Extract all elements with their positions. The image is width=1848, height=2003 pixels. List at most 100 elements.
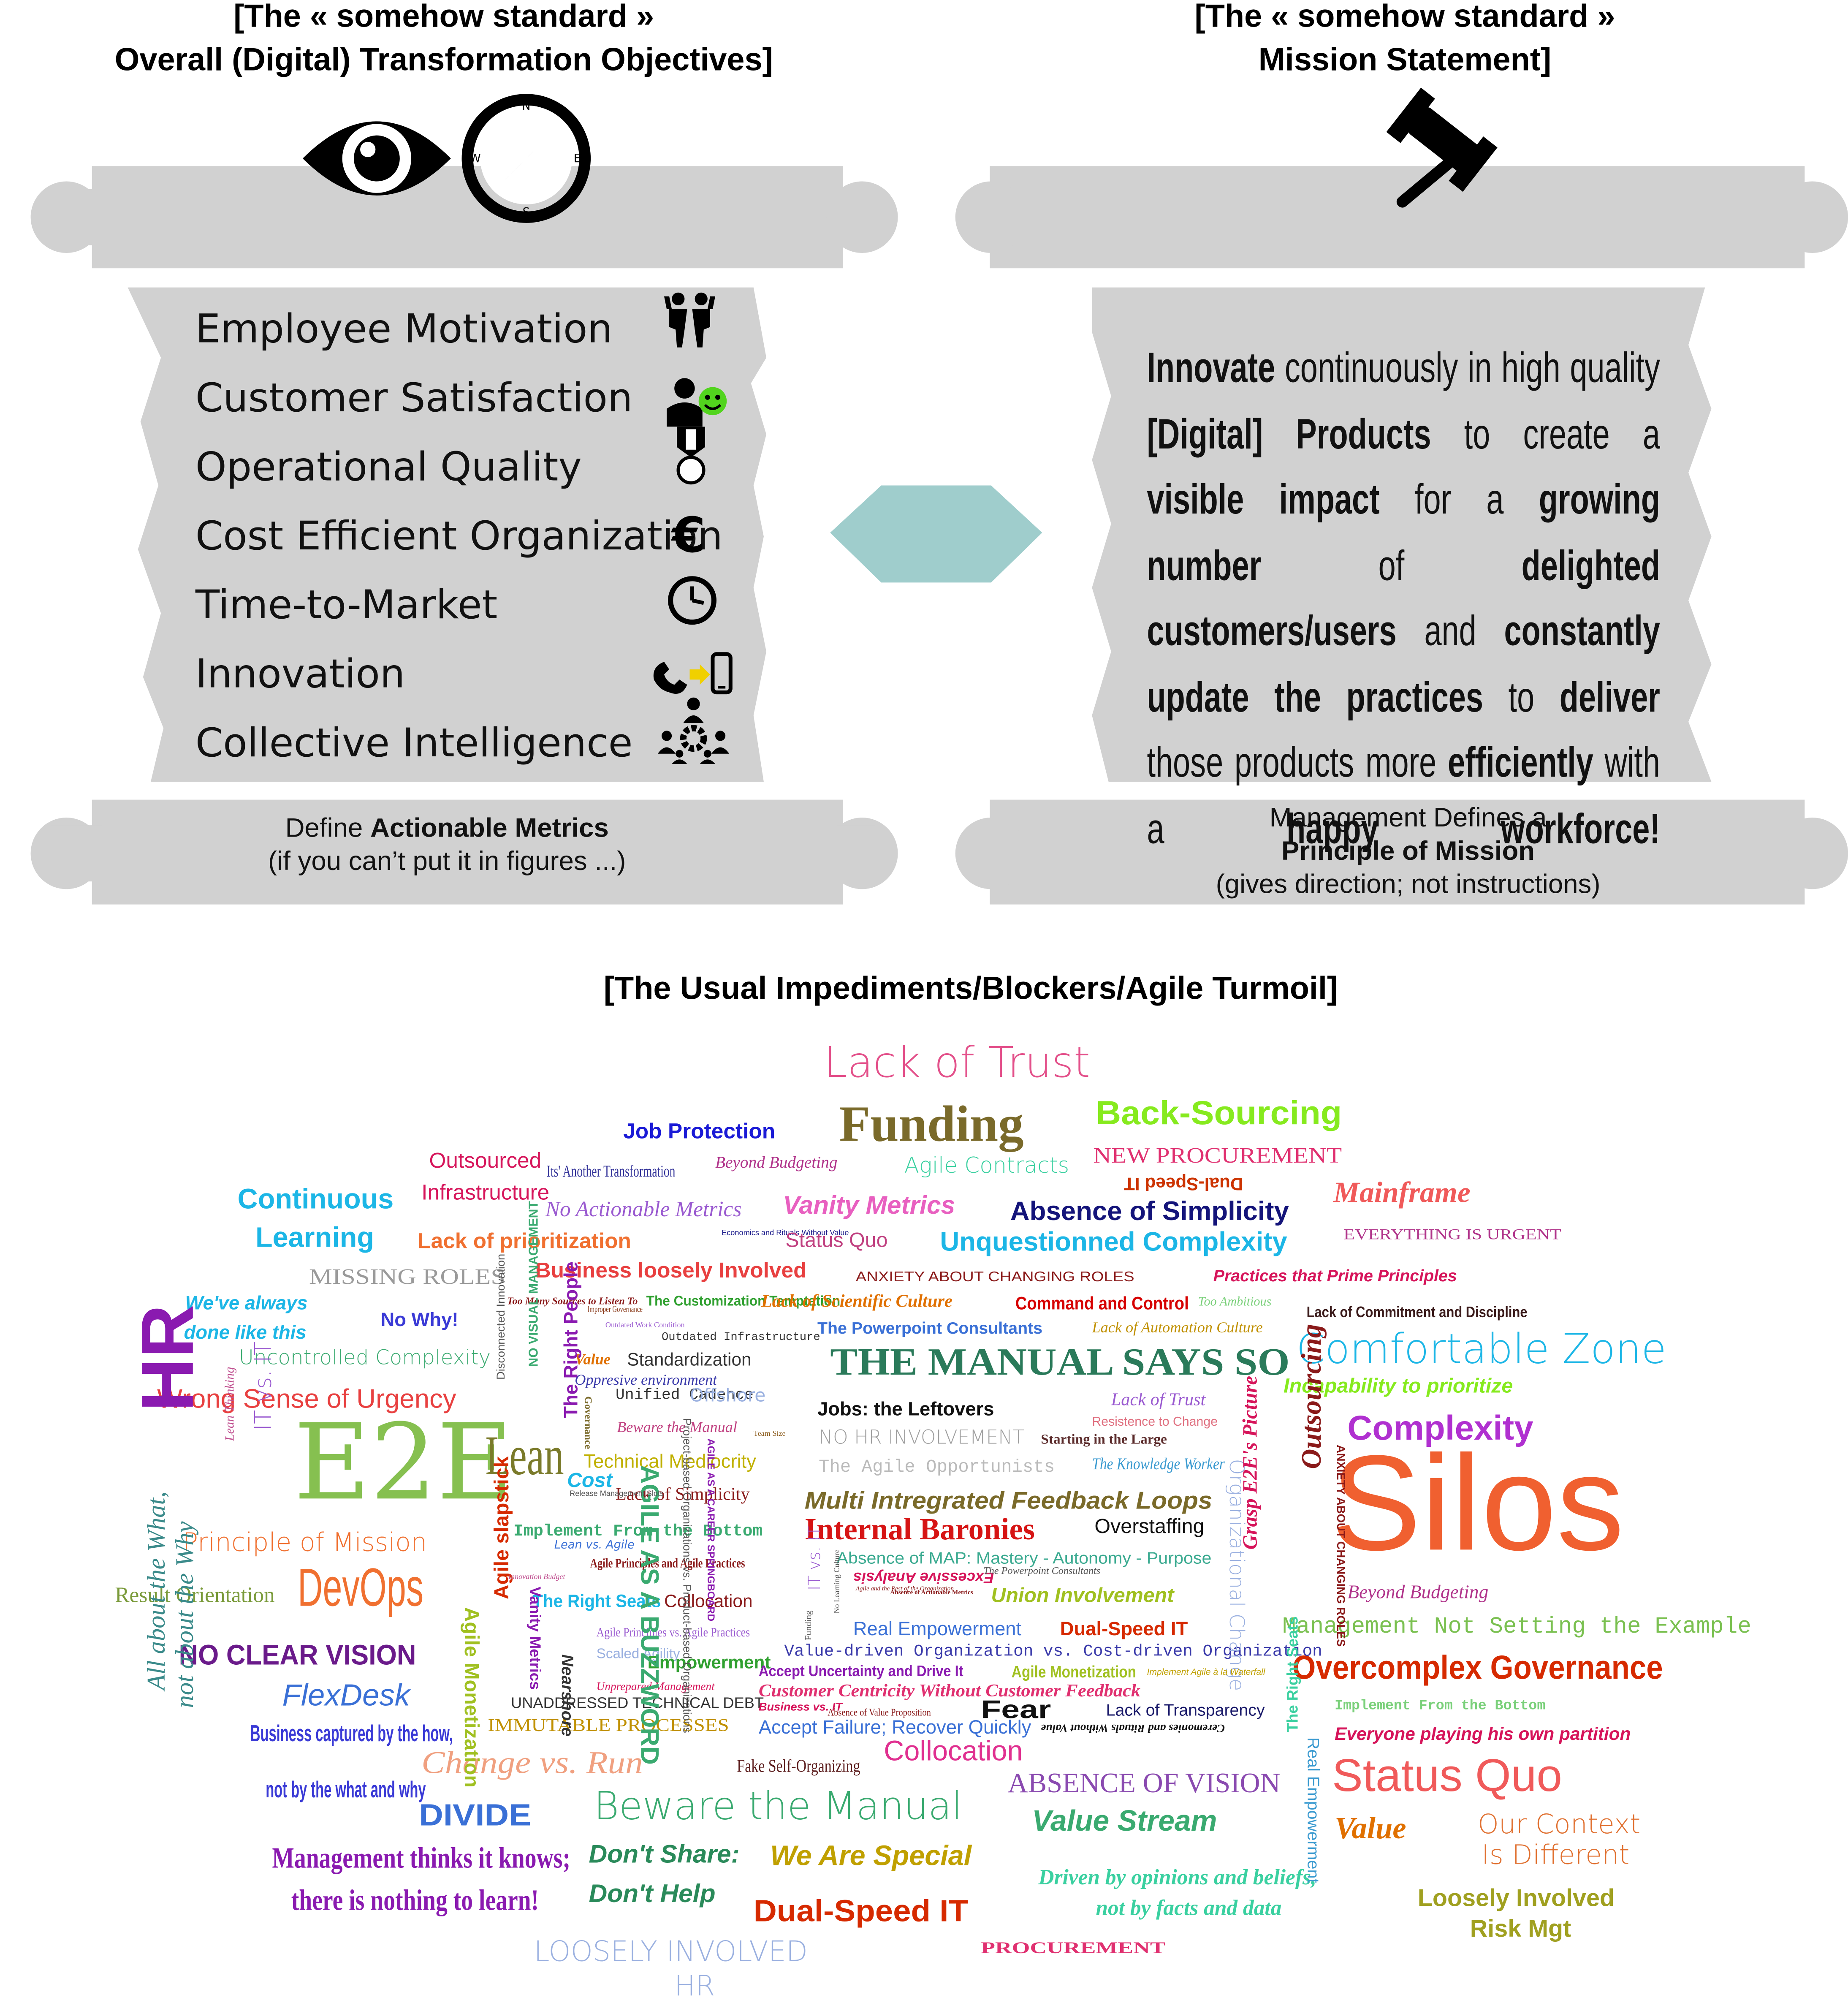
impediment-word: Practices that Prime Principles (1213, 1266, 1457, 1286)
impediment-word: No Why! (380, 1309, 459, 1332)
right-bottom-roller (955, 799, 1848, 905)
impediment-word: All about the What, (143, 1491, 171, 1690)
left-footer-bold: Actionable Metrics (370, 813, 609, 843)
impediment-word: Release Management Slots (570, 1491, 664, 1499)
objective-label: Operational Quality (195, 444, 582, 491)
impediment-word: No Actionable Metrics (545, 1197, 742, 1221)
impediment-word: Fake Self-Organizing (737, 1758, 860, 1777)
impediment-word: Accept Failure; Recover Quickly (758, 1717, 1031, 1739)
impediment-word: Disconnected Innovation (494, 1253, 507, 1380)
impediment-word: Technical Mediocrity (583, 1451, 756, 1473)
impediment-word: Value-driven Organization vs. Cost-drive… (784, 1642, 1322, 1661)
mission-fragment: for a (1379, 475, 1539, 523)
impediment-word: Lack of Scientific Culture (761, 1293, 952, 1312)
impediment-word: We've always (185, 1293, 308, 1315)
impediment-word: Uncontrolled Complexity (239, 1345, 491, 1370)
impediment-word: Funding (839, 1095, 1024, 1152)
impediment-word: Collocation (664, 1590, 753, 1611)
impediment-word: IT vs. IT (250, 1341, 277, 1431)
impediment-word: Lean (485, 1424, 564, 1487)
impediment-word: Governance (582, 1396, 594, 1449)
impediment-word: Mainframe (1333, 1177, 1471, 1209)
impediment-word: Innovation Budget (508, 1574, 565, 1582)
impediment-word: Lack of Transparency (1106, 1700, 1265, 1720)
impediment-word: Wrong Sense of Urgency (157, 1385, 456, 1414)
impediment-word: Unprepared Management (596, 1680, 715, 1693)
right-top-roller (955, 166, 1848, 269)
impediment-word: The Knowledge Worker (1092, 1454, 1225, 1473)
svg-text:€: € (670, 508, 706, 560)
gavel-icon (1386, 87, 1498, 208)
mission-fragment: continuously in high quality (1275, 343, 1660, 391)
impediment-word: DIVIDE (419, 1799, 532, 1833)
impediment-word: Learning (255, 1221, 374, 1253)
impediment-word: Absence of MAP: Mastery - Autonomy - Pur… (836, 1548, 1212, 1568)
clock-icon (667, 575, 718, 632)
mission-fragment: and (1396, 606, 1504, 654)
left-footer-line2: (if you can’t put it in figures ...) (268, 847, 626, 877)
objective-label: Innovation (195, 651, 405, 698)
mission-fragment: growing number (1147, 475, 1660, 589)
right-footer-caption: Management Defines a Principle of Missio… (1150, 802, 1667, 902)
impediment-word: Resistence to Change (1092, 1415, 1218, 1430)
right-scroll-body (1092, 287, 1712, 782)
impediment-word: Internal Baronies (804, 1514, 1035, 1547)
impediment-word: Starting in the Large (1041, 1432, 1167, 1448)
impediment-word: Unquestionned Complexity (940, 1228, 1287, 1257)
impediment-word: Value (575, 1350, 611, 1368)
impediment-word: THE MANUAL SAYS SO (830, 1341, 1290, 1384)
compass-icon: N S W E (461, 94, 591, 223)
objective-label: Time-to-Market (195, 582, 498, 629)
impediment-word: Absence of Actionable Metrics (890, 1590, 973, 1597)
mission-fragment: to (1483, 672, 1560, 720)
impediment-word: Lack of Automation Culture (1092, 1318, 1263, 1337)
impediment-word: Continuous (237, 1183, 394, 1215)
right-footer-line3: (gives direction; not instructions) (1216, 870, 1601, 900)
left-bottom-roller (30, 799, 898, 905)
impediment-word: Lack of prioritization (418, 1229, 631, 1253)
impediment-word: Dual-Speed IT (753, 1894, 969, 1929)
impediment-word: Driven by opinions and beliefs, (1038, 1865, 1316, 1889)
svg-text:N: N (522, 100, 530, 113)
impediment-word: Loosely Involved (1417, 1885, 1615, 1913)
impediment-word: FlexDesk (282, 1678, 410, 1713)
impediment-word: Lack of Trust (1111, 1391, 1206, 1411)
impediment-word: Beyond Budgeting (1347, 1582, 1489, 1603)
impediment-word: NO VISUAL MANAGEMENT (527, 1201, 542, 1367)
impediment-word: The Agile Opportunists (819, 1457, 1055, 1478)
impediment-word: Jobs: the Leftovers (817, 1399, 994, 1421)
impediment-word: not by the what and why (266, 1777, 426, 1803)
left-title-line1: [The « somehow standard » (233, 0, 654, 35)
impediment-word: ANXIETY ABOUT CHANGING ROLES (1335, 1445, 1348, 1647)
mission-fragment: constantly update the practices (1147, 606, 1660, 720)
impediment-word: Offshore (689, 1386, 766, 1407)
mission-fragment: with a (1147, 738, 1660, 852)
impediment-word: Is Different (1482, 1840, 1630, 1870)
objective-label: Collective Intelligence (195, 720, 633, 766)
impediment-word: IMMUTABLE PROCESSES (488, 1717, 729, 1736)
impediment-word: Real Empowerment (1304, 1737, 1323, 1883)
impediment-word: Command and Control (1015, 1293, 1189, 1313)
impediment-word: Ceremonies and Rituals Without Value (1041, 1722, 1225, 1735)
impediment-word: Overstaffing (1094, 1516, 1205, 1538)
mission-fragment: to create a (1431, 409, 1660, 457)
two-people-icon (664, 291, 715, 354)
objective-label: Customer Satisfaction (195, 375, 633, 422)
impediment-word: Nearshore (558, 1654, 578, 1737)
impediment-word: Business vs. IT (758, 1700, 843, 1713)
mission-fragment: Innovate (1147, 343, 1275, 391)
svg-text:S: S (523, 206, 530, 219)
impediment-word: Status Quo (785, 1230, 888, 1252)
impediment-word: Management Not Setting the Example (1282, 1614, 1752, 1641)
impediment-word: Vanity Metrics (783, 1192, 955, 1220)
impediment-word: The Right Seats (532, 1590, 661, 1611)
impediment-word: ABSENCE OF VISION (1007, 1767, 1281, 1799)
impediment-word: E2E (293, 1402, 513, 1524)
impediment-word: Management thinks it knows; (272, 1842, 571, 1874)
impediment-word: Agile and the Rest of the Organization (855, 1587, 954, 1593)
impediment-word: MISSING ROLES (309, 1264, 505, 1289)
impediment-word: Scaled Agility (596, 1647, 680, 1662)
scroll-shapes: N S W E (30, 87, 1848, 905)
impediment-word: Project-based Organizations vs. Product-… (681, 1418, 694, 1733)
phone-to-mobile-icon (651, 652, 733, 704)
